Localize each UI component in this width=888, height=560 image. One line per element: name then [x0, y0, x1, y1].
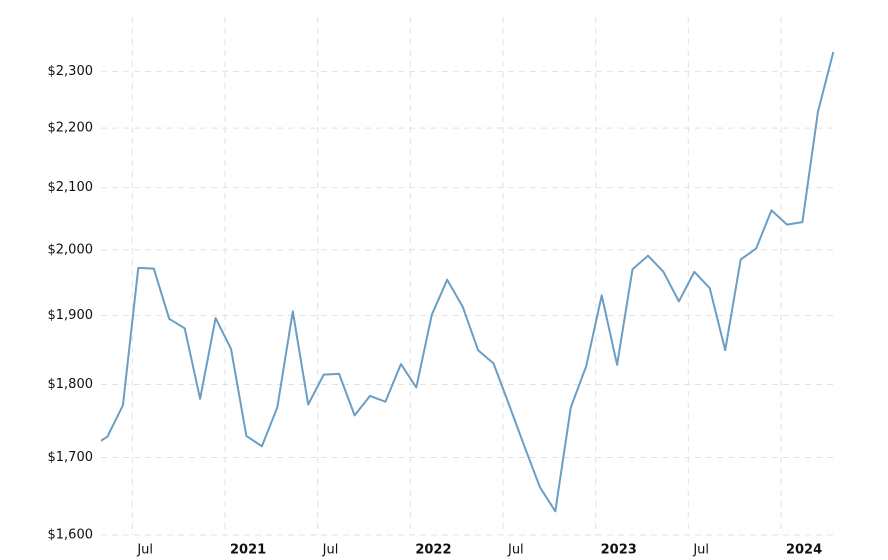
x-tick-label: 2023	[601, 543, 637, 558]
y-tick-label: $2,000	[48, 242, 94, 257]
y-tick-label: $1,600	[48, 528, 94, 543]
y-tick-label: $2,200	[48, 121, 94, 136]
x-tick-label: Jul	[507, 543, 524, 558]
y-tick-label: $1,700	[48, 450, 94, 465]
price-line	[101, 51, 835, 513]
y-tick-label: $2,300	[48, 64, 94, 79]
x-tick-label: 2021	[230, 543, 266, 558]
x-tick-label: Jul	[692, 543, 709, 558]
y-tick-label: $2,100	[48, 180, 94, 195]
y-tick-label: $1,900	[48, 308, 94, 323]
x-tick-label: Jul	[322, 543, 339, 558]
x-tick-label: 2022	[415, 543, 451, 558]
x-tick-label: Jul	[136, 543, 153, 558]
x-tick-label: 2024	[786, 543, 822, 558]
y-tick-label: $1,800	[48, 377, 94, 392]
